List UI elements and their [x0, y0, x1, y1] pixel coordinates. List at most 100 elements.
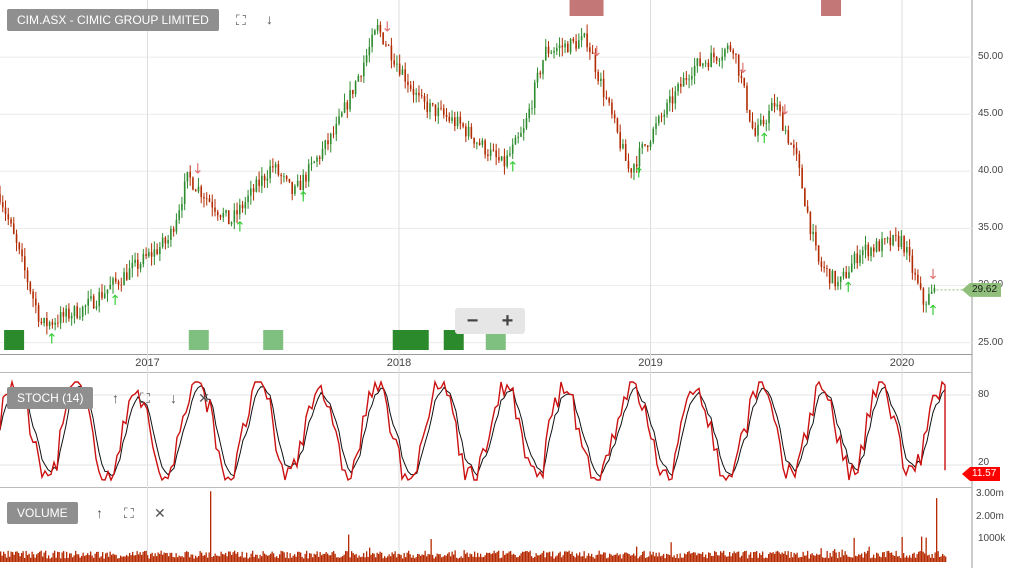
price-candle	[770, 102, 773, 111]
volume-bar	[571, 551, 573, 562]
price-candle	[90, 296, 92, 299]
volume-bar	[703, 557, 705, 562]
volume-bar	[72, 557, 74, 562]
volume-bar	[564, 551, 566, 562]
close-icon[interactable]: ✕	[154, 505, 166, 521]
zoom-in-button[interactable]: +	[501, 310, 514, 332]
volume-label-1000k: 1000k	[978, 533, 1006, 544]
price-candle	[682, 78, 685, 87]
volume-bar	[435, 556, 437, 562]
price-candle	[798, 154, 801, 168]
volume-bar	[289, 553, 291, 562]
volume-bar	[480, 553, 482, 562]
price-candle	[98, 292, 101, 307]
volume-bar	[61, 552, 63, 562]
price-candle	[241, 204, 244, 209]
price-candle	[594, 53, 597, 72]
price-candle	[346, 102, 349, 110]
price-candle	[721, 56, 723, 61]
price-candle	[544, 46, 547, 61]
price-candle	[702, 63, 704, 66]
volume-bar	[561, 557, 563, 562]
volume-bar	[99, 557, 101, 562]
price-candle	[616, 118, 619, 133]
volume-bar	[706, 558, 708, 562]
price-candle	[189, 171, 191, 178]
price-candle	[834, 270, 836, 287]
price-candle	[591, 52, 594, 54]
volume-bar	[472, 556, 474, 562]
price-candle	[713, 52, 715, 58]
volume-bar	[769, 552, 771, 562]
volume-bar	[874, 558, 876, 562]
volume-bar	[178, 555, 180, 562]
volume-bar	[943, 555, 945, 562]
volume-bar	[429, 554, 431, 562]
expand-icon[interactable]: ⛶	[124, 505, 134, 521]
volume-bar	[940, 556, 942, 562]
close-icon[interactable]: ✕	[198, 390, 210, 406]
volume-bar	[682, 557, 684, 562]
volume-layer	[0, 491, 947, 562]
price-candle	[294, 185, 296, 194]
volume-bar	[238, 556, 240, 562]
arrow-down-icon[interactable]: ↓	[266, 11, 273, 27]
volume-bar	[432, 554, 434, 562]
volume-bar	[366, 551, 368, 562]
volume-bar	[817, 554, 819, 562]
volume-bar	[766, 557, 768, 562]
volume-bar	[117, 558, 119, 562]
price-candle	[567, 43, 569, 53]
price-candle	[922, 288, 925, 305]
volume-bar	[523, 551, 525, 562]
volume-bar	[762, 551, 764, 562]
price-candle	[429, 103, 431, 113]
volume-bar	[597, 554, 599, 562]
price-candle	[820, 261, 823, 267]
volume-bar	[925, 537, 927, 562]
volume-bar	[838, 551, 840, 562]
volume-bar	[486, 552, 488, 562]
volume-bar	[835, 552, 837, 562]
volume-bar	[330, 555, 332, 562]
arrow-up-icon[interactable]: ↑	[112, 390, 119, 406]
price-candle	[652, 128, 655, 142]
volume-bar	[465, 553, 467, 562]
expand-icon[interactable]: ⛶	[236, 12, 246, 28]
volume-bar	[118, 558, 120, 562]
volume-bar	[820, 548, 822, 562]
volume-bar	[156, 556, 158, 562]
price-candle	[109, 284, 112, 290]
volume-bar	[583, 551, 585, 562]
volume-bar	[124, 556, 126, 562]
volume-bar	[793, 552, 795, 562]
price-candle	[442, 108, 445, 115]
volume-bar	[342, 556, 344, 562]
price-candle	[881, 238, 883, 252]
price-candle	[729, 45, 732, 51]
price-candle	[92, 296, 95, 309]
volume-bar	[301, 556, 303, 562]
zoom-out-button[interactable]: −	[466, 310, 479, 332]
price-candle	[536, 72, 539, 83]
volume-bar	[33, 554, 35, 562]
volume-bar	[100, 556, 102, 562]
price-candle	[465, 126, 467, 137]
arrow-up-icon[interactable]: ↑	[96, 505, 103, 521]
volume-bar	[160, 550, 162, 562]
event-marker	[188, 330, 209, 350]
price-candle	[759, 119, 762, 125]
expand-icon[interactable]: ⛶	[140, 390, 150, 406]
price-candle	[487, 154, 489, 156]
price-candle	[175, 219, 178, 232]
buy-signal-arrow-icon: ↑	[46, 332, 58, 348]
sell-signal-arrow-icon: ↓	[192, 161, 204, 177]
last-price-tag: 29.62	[962, 282, 1002, 297]
arrow-down-icon[interactable]: ↓	[170, 390, 177, 406]
price-candle	[850, 263, 853, 273]
volume-bar	[808, 558, 810, 562]
volume-bar	[744, 551, 746, 562]
volume-bar	[198, 555, 200, 562]
volume-bar	[693, 552, 695, 562]
